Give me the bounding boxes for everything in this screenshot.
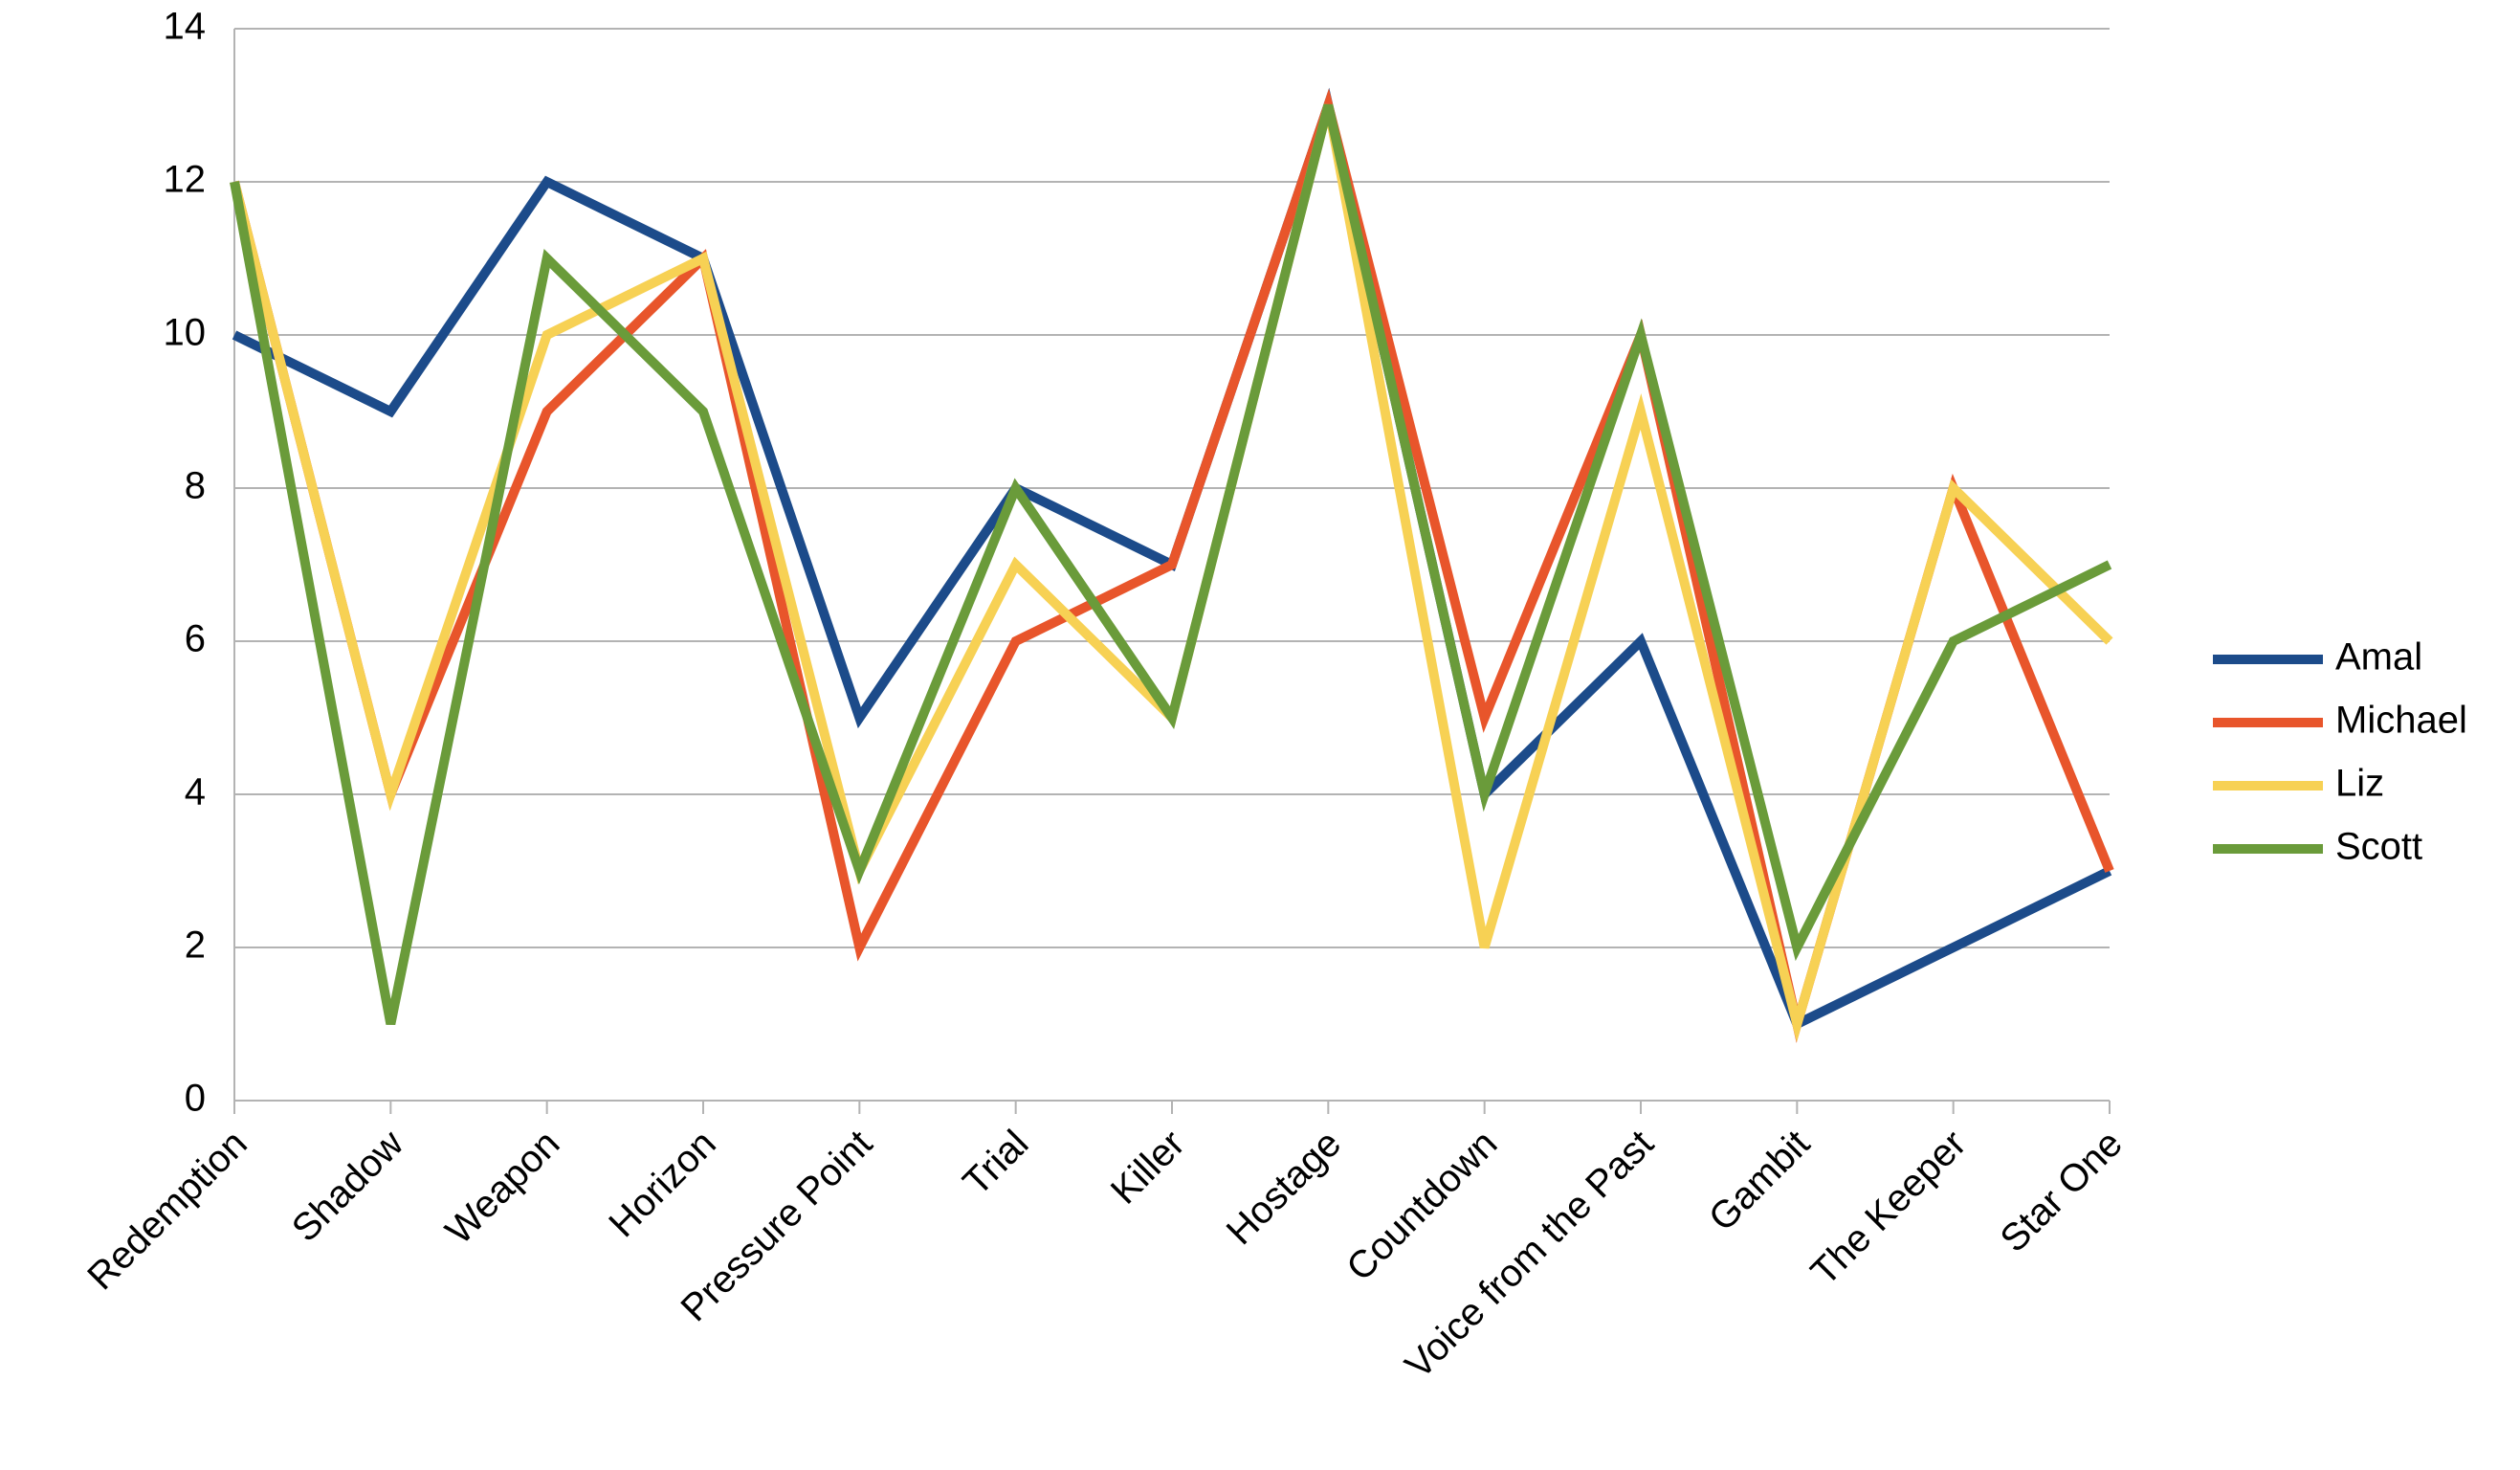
y-tick-label: 12 [164,159,207,201]
x-tick-label: Countdown [1338,1123,1505,1289]
y-tick-label: 8 [185,465,206,507]
x-tick-label: Gambit [1701,1123,1818,1239]
legend-label: Scott [2335,826,2422,868]
legend-label: Amal [2335,636,2422,679]
x-tick-label: Redemption [79,1123,255,1299]
y-tick-label: 2 [185,924,206,967]
y-tick-label: 6 [185,618,206,660]
x-tick-label: Star One [1993,1123,2131,1260]
x-tick-label: Horizon [601,1123,724,1246]
legend-label: Michael [2335,700,2467,742]
x-tick-label: Weapon [438,1123,568,1253]
x-tick-label: Trial [955,1123,1036,1204]
series-line [230,103,2112,1026]
y-tick-label: 14 [164,6,207,48]
x-tick-label: The Keeper [1803,1123,1975,1294]
legend-label: Liz [2335,763,2384,805]
y-tick-label: 10 [164,312,207,354]
x-tick-label: Killer [1103,1123,1193,1213]
y-tick-label: 0 [185,1078,206,1120]
x-tick-label: Hostage [1219,1123,1349,1253]
y-tick-label: 4 [185,771,206,813]
x-tick-label: Shadow [284,1123,411,1250]
